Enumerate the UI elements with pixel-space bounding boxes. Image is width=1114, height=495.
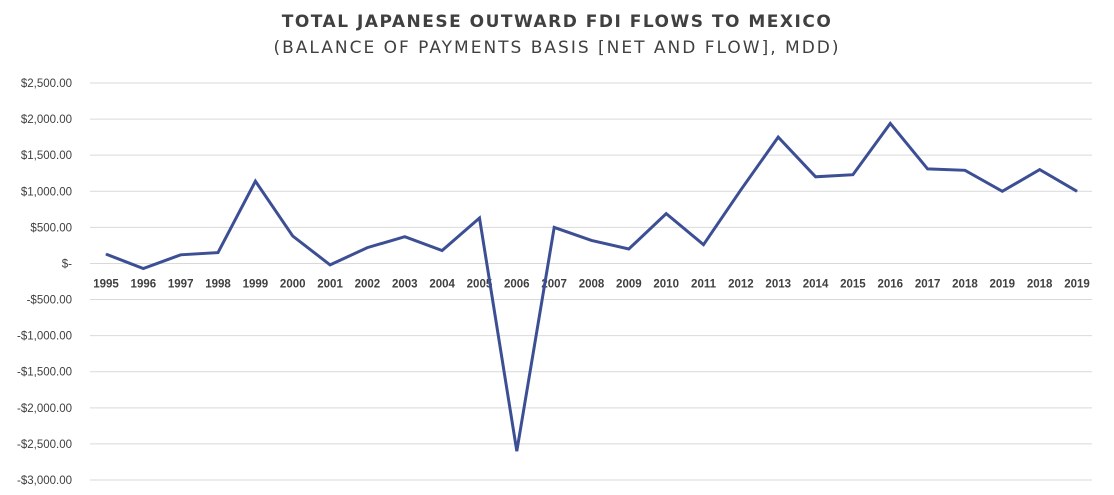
data-point — [628, 248, 630, 250]
y-tick-label: -$3,000.00 — [17, 475, 72, 487]
x-tick-label: 2015 — [840, 278, 866, 290]
x-tick-label: 2008 — [579, 278, 605, 290]
y-tick-label: -$2,500.00 — [17, 439, 72, 451]
y-tick-label: -$1,000.00 — [17, 331, 72, 343]
data-point — [441, 249, 443, 251]
y-tick-label: -$1,500.00 — [17, 367, 72, 379]
data-point — [142, 268, 144, 270]
y-tick-label: $2,000.00 — [21, 114, 72, 126]
x-tick-label: 2018 — [1027, 278, 1053, 290]
x-tick-label: 2003 — [392, 278, 418, 290]
x-tick-label: 2010 — [653, 278, 679, 290]
data-point — [105, 253, 107, 255]
x-tick-label: 2007 — [541, 278, 567, 290]
data-point — [964, 169, 966, 171]
data-point — [740, 189, 742, 191]
data-point — [180, 254, 182, 256]
data-point — [329, 264, 331, 266]
data-point — [366, 247, 368, 249]
series-lines — [105, 120, 1078, 452]
x-tick-label: 2019 — [990, 278, 1016, 290]
x-tick-label: 2006 — [504, 278, 530, 290]
x-tick-label: 2017 — [915, 278, 941, 290]
data-point — [404, 236, 406, 238]
x-tick-label: 2013 — [765, 278, 791, 290]
x-axis: 1995 1996 1997 1998 1999 2000 2001 2002 2003 2004… — [93, 278, 1090, 290]
data-point — [889, 122, 891, 124]
chart-subtitle: (BALANCE OF PAYMENTS BASIS [NET AND FLOW… — [273, 38, 841, 58]
x-tick-label: 2002 — [355, 278, 381, 290]
data-point — [852, 174, 854, 176]
x-tick-label: 2019 — [1064, 278, 1090, 290]
y-tick-label: $2,500.00 — [21, 78, 72, 90]
x-tick-label: 2004 — [429, 278, 455, 290]
y-tick-label: $1,000.00 — [21, 186, 72, 198]
data-point — [217, 252, 219, 254]
data-point — [1076, 190, 1078, 192]
x-tick-label: 2001 — [317, 278, 343, 290]
x-tick-label: 2009 — [616, 278, 642, 290]
x-tick-label: 1995 — [93, 278, 119, 290]
x-tick-label: 2005 — [467, 278, 493, 290]
data-point — [591, 239, 592, 241]
data-point — [1001, 190, 1003, 192]
x-tick-label: 2018 — [952, 278, 978, 290]
y-axis: $2,500.00 $2,000.00 $1,500.00 $1,000.00 $500… — [17, 78, 72, 487]
x-tick-label: 1998 — [205, 278, 231, 290]
data-point — [665, 213, 667, 215]
x-tick-label: 2000 — [280, 278, 306, 290]
x-tick-label: 1996 — [131, 278, 157, 290]
data-point — [254, 180, 256, 182]
data-point — [478, 217, 480, 219]
x-tick-label: 1997 — [168, 278, 194, 290]
y-tick-label: $1,500.00 — [21, 150, 72, 162]
data-point — [553, 226, 555, 228]
y-tick-label: $- — [62, 258, 72, 270]
data-point — [777, 136, 779, 138]
data-point — [815, 176, 817, 178]
y-tick-label: -$2,000.00 — [17, 403, 72, 415]
x-tick-label: 2011 — [691, 278, 717, 290]
data-point — [927, 168, 929, 170]
y-tick-label: -$500.00 — [27, 295, 72, 307]
y-tick-label: $500.00 — [30, 222, 72, 234]
data-point — [1039, 169, 1041, 171]
data-point — [703, 244, 705, 246]
gridlines — [90, 82, 1092, 481]
x-tick-label: 1999 — [243, 278, 269, 290]
x-tick-label: 2014 — [803, 278, 829, 290]
data-point — [292, 235, 294, 237]
x-tick-label: 2016 — [877, 278, 903, 290]
x-tick-label: 2012 — [728, 278, 754, 290]
chart-title: TOTAL JAPANESE OUTWARD FDI FLOWS TO MEXI… — [281, 12, 833, 32]
data-point — [516, 450, 518, 452]
